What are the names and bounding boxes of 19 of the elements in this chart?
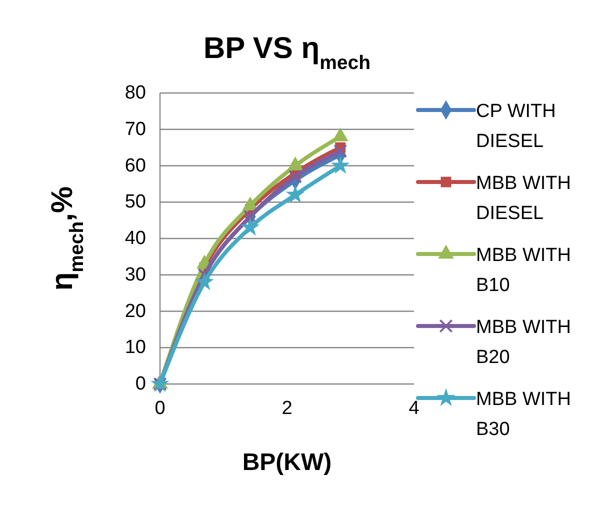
y-tick-label: 70 <box>124 118 146 140</box>
chart-title: BP VS η$_{mech}$ <box>203 32 371 74</box>
x-tick-label: 4 <box>408 398 420 419</box>
x-tick-label: 0 <box>154 398 166 419</box>
y-tick-label: 60 <box>124 155 146 176</box>
y-tick-label: 80 <box>124 82 146 104</box>
legend-label: MBB WITH B20 <box>476 317 571 368</box>
y-tick-label: 0 <box>135 374 146 394</box>
x-axis-title: BP(KW) <box>242 449 332 476</box>
legend-label: MBB WITH DIESEL <box>476 173 571 224</box>
y-tick-label: 20 <box>124 300 146 322</box>
y-tick-label: 30 <box>124 264 146 286</box>
legend-label: MBB WITH B10 <box>476 245 571 296</box>
x-tick-label: 2 <box>282 398 292 419</box>
legend-label: CP WITH DIESEL <box>476 101 556 152</box>
y-tick-label: 50 <box>124 192 146 213</box>
y-tick-label: 40 <box>124 228 146 249</box>
y-tick-label: 10 <box>124 337 146 358</box>
legend-label: MBB WITH B30 <box>476 389 571 440</box>
